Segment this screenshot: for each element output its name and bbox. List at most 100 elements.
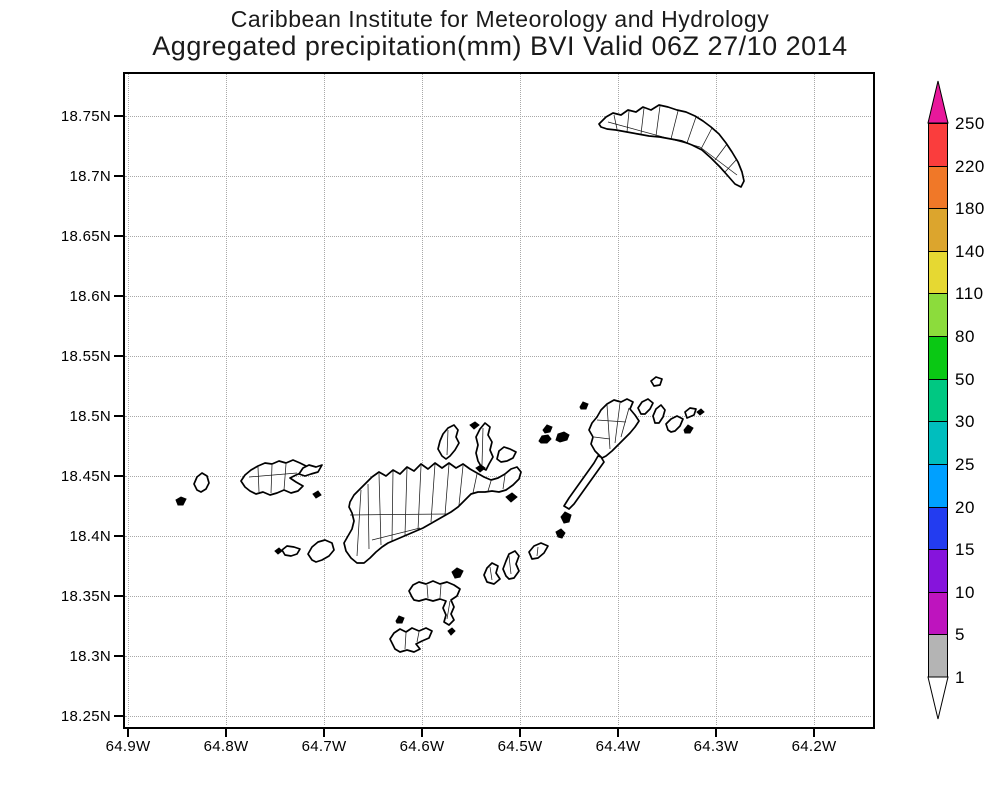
lat-tick: [114, 715, 123, 717]
island-virgin-gorda: [555, 398, 640, 539]
island-cooper: [502, 550, 520, 580]
lat-gridline: [125, 416, 871, 417]
lat-gridline: [125, 236, 871, 237]
colorbar-boundary-label: 110: [955, 284, 984, 304]
lat-tick: [114, 595, 123, 597]
lat-tick: [114, 415, 123, 417]
islet-marina-cay: [475, 464, 486, 473]
lat-gridline: [125, 656, 871, 657]
islet-round-rock: [555, 528, 566, 539]
lat-gridline: [125, 536, 871, 537]
lat-gridline: [125, 176, 871, 177]
lat-tick-label: 18.7N: [69, 168, 111, 185]
lat-tick-label: 18.55N: [60, 348, 111, 365]
island-mosquito: [637, 398, 654, 415]
lon-tick: [519, 729, 521, 737]
colorbar-boundary-label: 15: [955, 540, 975, 560]
island-ginger: [528, 542, 549, 560]
lon-tick: [813, 729, 815, 737]
island-tortola: [343, 462, 522, 564]
lon-gridline: [814, 74, 815, 725]
lat-gridline: [125, 356, 871, 357]
colorbar-boundary-label: 180: [955, 199, 985, 219]
lat-tick: [114, 475, 123, 477]
colorbar-below-min-arrow: [927, 676, 949, 720]
islet-little-tobago: [175, 496, 187, 506]
lon-tick-label: 64.9W: [105, 738, 151, 755]
lat-tick-label: 18.75N: [60, 108, 111, 125]
island-salt: [483, 562, 501, 585]
lat-tick-label: 18.65N: [60, 228, 111, 245]
islands-north-sound-chain: [637, 376, 705, 434]
lat-tick: [114, 115, 123, 117]
lon-gridline: [618, 74, 619, 725]
island-jost-van-dyke: [240, 459, 323, 499]
island-necker: [650, 376, 663, 387]
lon-tick: [323, 729, 325, 737]
lat-tick-label: 18.45N: [60, 468, 111, 485]
lat-tick-label: 18.5N: [69, 408, 111, 425]
lat-tick-label: 18.3N: [69, 648, 111, 665]
colorbar-boundary-label: 25: [955, 454, 975, 474]
lon-tick-label: 64.8W: [203, 738, 249, 755]
island-peter: [408, 567, 464, 636]
islet-pelican: [395, 615, 405, 624]
lon-gridline: [226, 74, 227, 725]
island-scrub: [496, 446, 517, 463]
colorbar-boundary-label: 5: [955, 625, 965, 645]
lat-tick: [114, 535, 123, 537]
lat-tick: [114, 175, 123, 177]
island-great-tobago: [175, 472, 210, 506]
lat-gridline: [125, 476, 871, 477]
colorbar-boundary-label: 220: [955, 156, 985, 176]
island-anegada: [598, 104, 745, 188]
figure-title-institution: Caribbean Institute for Meteorology and …: [230, 6, 770, 32]
lon-gridline: [324, 74, 325, 725]
island-great-camanoe: [469, 421, 494, 473]
colorbar-boundary-label: 250: [955, 114, 985, 133]
colorbar-boundary-label: 20: [955, 497, 975, 517]
islet-dead-chest: [451, 567, 464, 579]
lat-tick: [114, 235, 123, 237]
map-frame: [123, 72, 875, 729]
island-little-jost: [298, 464, 323, 477]
lon-tick: [715, 729, 717, 737]
islets-the-dogs: [538, 401, 589, 444]
lon-gridline: [422, 74, 423, 725]
lon-tick-label: 64.7W: [301, 738, 347, 755]
lon-tick: [421, 729, 423, 737]
figure-title-product: Aggregated precipitation(mm) BVI Valid 0…: [152, 31, 848, 61]
lon-tick-label: 64.3W: [693, 738, 739, 755]
islet-west-dog: [579, 401, 589, 410]
islet-little-camanoe: [469, 421, 480, 430]
colorbar-boundary-label: 10: [955, 582, 975, 602]
island-little-thatch: [281, 545, 301, 557]
island-eustatia: [665, 415, 684, 433]
island-guana: [437, 424, 460, 460]
island-prickly-pear: [652, 404, 666, 424]
lon-tick-label: 64.6W: [399, 738, 445, 755]
colorbar-boundary-label: 140: [955, 241, 985, 261]
islet-sandy-cay: [312, 490, 322, 499]
island-great-thatch: [274, 539, 335, 563]
lat-gridline: [125, 116, 871, 117]
lon-tick-label: 64.5W: [497, 738, 543, 755]
islet-fallen-jerusalem: [560, 511, 572, 524]
island-norman: [389, 615, 433, 653]
lon-gridline: [520, 74, 521, 725]
lat-tick-label: 18.6N: [69, 288, 111, 305]
lat-tick-label: 18.25N: [60, 708, 111, 725]
colorbar-boundary-label: 1: [955, 668, 965, 687]
lat-tick: [114, 355, 123, 357]
lat-gridline: [125, 296, 871, 297]
virgin-gorda-south-tail: [563, 455, 605, 510]
islet-carrot-rock: [447, 627, 456, 636]
lon-tick: [127, 729, 129, 737]
colorbar-boundary-label: 50: [955, 369, 975, 389]
colorbar-above-max-arrow: [927, 80, 949, 124]
lon-tick-label: 64.4W: [595, 738, 641, 755]
lat-tick: [114, 295, 123, 297]
